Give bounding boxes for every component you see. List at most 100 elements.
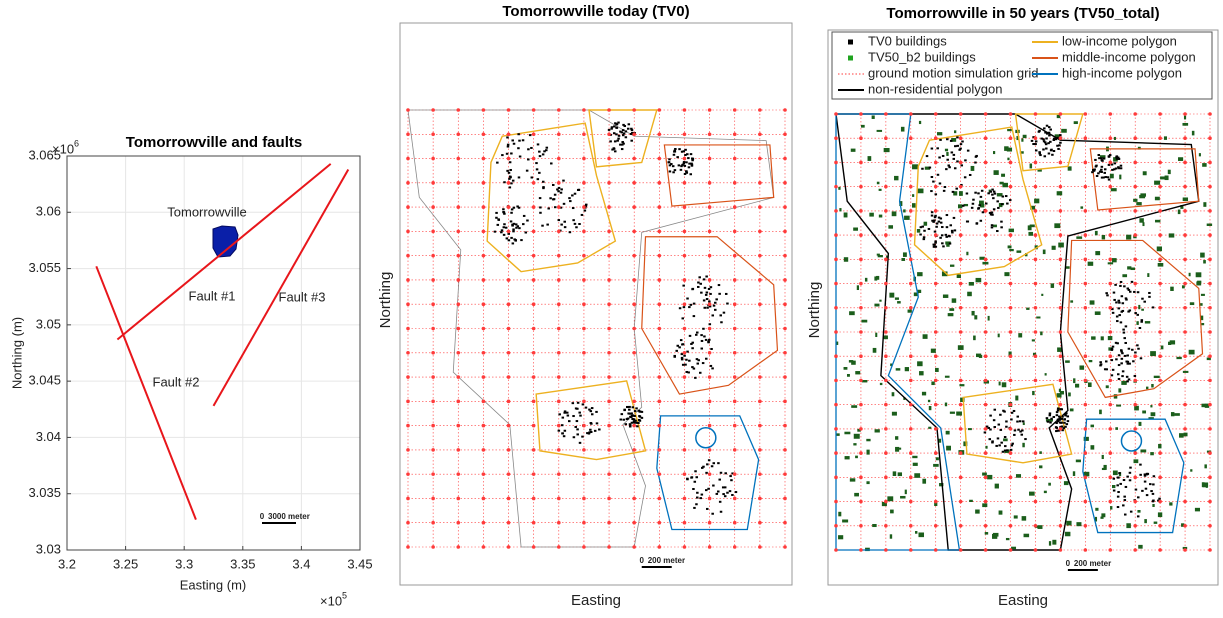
- tv50-building: [1022, 443, 1024, 447]
- sim-grid-point: [1059, 209, 1063, 213]
- sim-grid-point: [859, 500, 863, 504]
- sim-grid-point: [482, 254, 486, 258]
- sim-grid-point: [406, 254, 410, 258]
- tv0-building: [1004, 445, 1007, 447]
- sim-grid-point: [632, 400, 636, 404]
- tv0-building: [625, 423, 628, 425]
- tv50-building: [1009, 229, 1014, 233]
- tv0-building: [523, 215, 526, 217]
- sim-grid-point: [1108, 524, 1112, 528]
- sim-grid-point: [456, 424, 460, 428]
- sim-grid-point: [406, 278, 410, 282]
- tv50-building: [945, 376, 950, 378]
- tv50-building: [1007, 158, 1009, 161]
- tv0-building: [691, 342, 694, 344]
- tv0-building: [972, 199, 975, 201]
- tv50-building: [1041, 294, 1043, 296]
- tv0-building: [678, 346, 681, 348]
- tv0-building: [1144, 475, 1147, 477]
- sim-grid-point: [557, 181, 561, 185]
- sim-grid-point: [431, 497, 435, 501]
- sim-grid-point: [431, 254, 435, 258]
- tv0-building: [682, 317, 685, 319]
- series-label: Fault #1: [189, 288, 236, 303]
- tv0-building: [1105, 292, 1108, 294]
- tv0-building: [574, 426, 577, 428]
- tv0-building: [503, 181, 506, 183]
- tv50-building: [879, 215, 882, 218]
- tv0-building: [619, 131, 622, 133]
- tv0-building: [953, 158, 956, 160]
- tv0-building: [1038, 130, 1041, 132]
- tv0-building: [554, 206, 557, 208]
- sim-grid-point: [406, 108, 410, 112]
- tv0-building: [1006, 449, 1009, 451]
- tv0-building: [987, 192, 990, 194]
- tv50-building: [892, 392, 895, 396]
- tv50-building: [919, 371, 924, 375]
- tv0-building: [939, 237, 942, 239]
- sim-grid-point: [582, 448, 586, 452]
- sim-grid-point: [1208, 258, 1212, 262]
- tv0-building: [549, 197, 552, 199]
- tv0-building: [718, 293, 721, 295]
- tv50-building: [948, 313, 954, 316]
- tv0-building: [719, 314, 722, 316]
- tv50-building: [1021, 138, 1023, 141]
- tv50-building: [912, 194, 914, 197]
- sim-grid-point: [1183, 185, 1187, 189]
- tv0-building: [1055, 422, 1058, 424]
- tv0-building: [628, 406, 631, 408]
- tv50-building: [1106, 385, 1109, 388]
- sim-grid-point: [708, 424, 712, 428]
- sim-grid-point: [607, 157, 611, 161]
- tv0-building: [1120, 349, 1123, 351]
- tv50-building: [847, 374, 850, 377]
- tv0-building: [508, 239, 511, 241]
- tv0-building: [567, 415, 570, 417]
- tv50-building: [971, 166, 975, 171]
- sim-grid-point: [406, 448, 410, 452]
- tv0-building: [961, 164, 964, 166]
- tv50-building: [1108, 262, 1113, 264]
- sim-grid-point: [834, 161, 838, 165]
- sim-grid-point: [1059, 161, 1063, 165]
- tv50-building: [867, 450, 870, 455]
- tv0-building: [564, 430, 567, 432]
- sim-grid-point: [859, 403, 863, 407]
- tv0-building: [506, 136, 509, 138]
- tv50-building: [1110, 506, 1112, 509]
- tv50-building: [1052, 246, 1056, 250]
- tv0-building: [1099, 361, 1102, 363]
- tv0-building: [537, 143, 540, 145]
- tv0-building: [993, 419, 996, 421]
- tv0-building: [723, 312, 726, 314]
- tv50-building: [850, 478, 855, 481]
- sim-grid-point: [1133, 282, 1137, 286]
- sim-grid-point: [658, 108, 662, 112]
- tv0-building: [1125, 325, 1128, 327]
- sim-grid-point: [1108, 500, 1112, 504]
- tv0-building: [584, 210, 587, 212]
- tv0-building: [562, 180, 565, 182]
- tv50-building: [1002, 382, 1007, 387]
- tv0-building: [1005, 195, 1008, 197]
- tv0-building: [1017, 429, 1020, 431]
- tv0-building: [669, 164, 672, 166]
- sim-grid-point: [708, 157, 712, 161]
- fault-line: [117, 164, 330, 340]
- sim-grid-point: [406, 545, 410, 549]
- tv0-building: [997, 207, 1000, 209]
- tv0-building: [935, 193, 938, 195]
- tv0-building: [1152, 493, 1155, 495]
- sim-grid-point: [582, 157, 586, 161]
- tv0-building: [1098, 157, 1101, 159]
- tv0-building: [503, 234, 506, 236]
- tv0-building: [691, 288, 694, 290]
- tv50-building: [923, 334, 928, 339]
- y-tick-label: 3.04: [36, 429, 61, 444]
- tv0-building: [938, 221, 941, 223]
- sim-grid-point: [884, 306, 888, 310]
- tv0-building: [679, 307, 682, 309]
- tv0-building: [722, 493, 725, 495]
